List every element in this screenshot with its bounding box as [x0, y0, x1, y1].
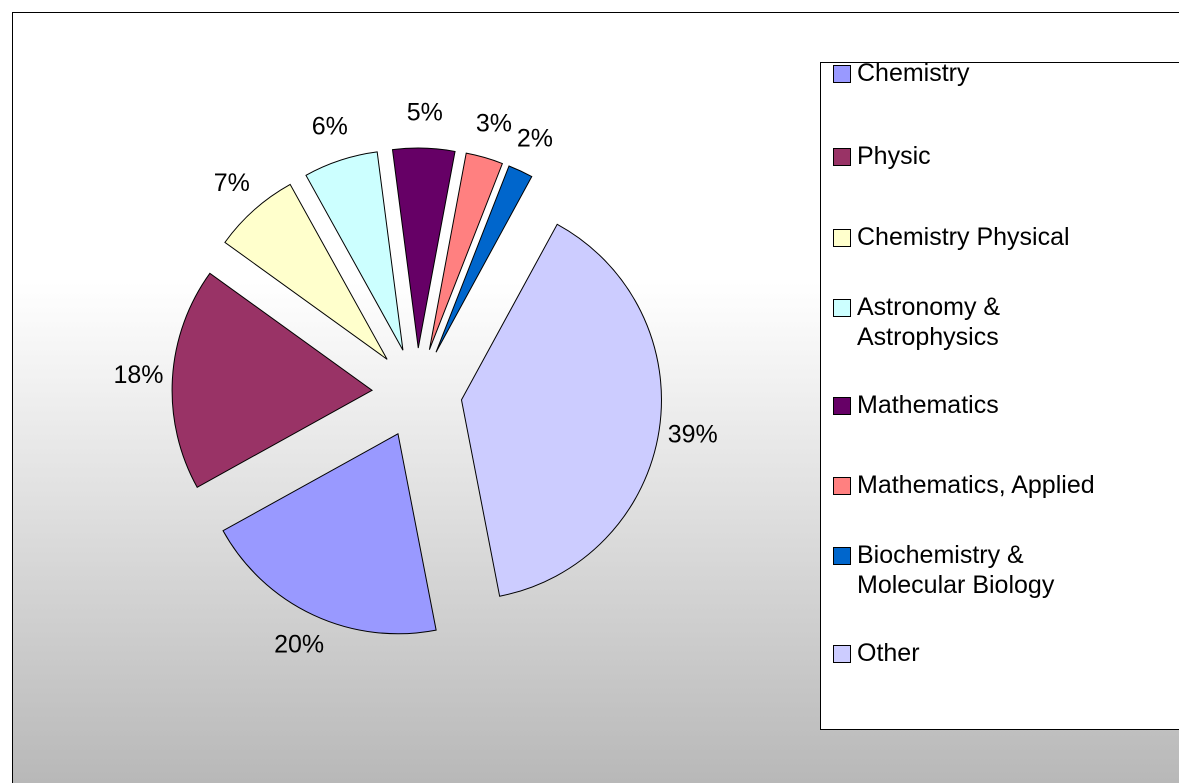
pie-chart: 20% 18% 7% 6% 5% 3%2% 39%: [113, 99, 718, 659]
legend-item: Astronomy & Astrophysics: [833, 292, 1137, 352]
legend-item: Mathematics: [833, 390, 999, 420]
data-label: 18%: [113, 361, 163, 389]
data-label: 20%: [274, 630, 324, 658]
pie-slice: [171, 272, 374, 488]
legend-item: Mathematics, Applied: [833, 470, 1095, 500]
legend-swatch: [833, 65, 851, 83]
pie-slice: [224, 183, 388, 360]
legend-label: Chemistry: [857, 59, 970, 87]
data-label: 5%: [407, 99, 443, 127]
legend-item: Physic: [833, 141, 931, 171]
legend-label: Astronomy & Astrophysics: [857, 293, 1001, 351]
data-label: 39%: [668, 420, 718, 448]
legend-swatch: [833, 148, 851, 166]
legend-item: Other: [833, 638, 920, 668]
legend-label: Mathematics: [857, 391, 999, 419]
data-label: 7%: [214, 169, 250, 197]
legend-label: Mathematics, Applied: [857, 471, 1095, 499]
legend-label: Other: [857, 639, 920, 667]
legend-item: Chemistry: [833, 58, 970, 88]
pie-slice: [222, 433, 437, 635]
legend-swatch: [833, 397, 851, 415]
legend-label: Biochemistry & Molecular Biology: [857, 541, 1055, 599]
pie-slice: [305, 151, 404, 351]
pie-slice: [435, 165, 533, 353]
legend-swatch: [833, 229, 851, 247]
data-label: 6%: [312, 113, 348, 141]
pie-slice: [460, 223, 662, 597]
legend: Chemistry Physic Chemistry Physical Astrono…: [820, 59, 1179, 730]
legend-swatch: [833, 645, 851, 663]
data-label: 2%: [517, 125, 553, 153]
legend-swatch: [833, 299, 851, 317]
legend-item: Biochemistry & Molecular Biology: [833, 540, 1137, 600]
legend-swatch: [833, 477, 851, 495]
data-label: 3%: [476, 109, 512, 137]
legend-item: Chemistry Physical: [833, 222, 1070, 252]
pie-slice: [391, 147, 456, 349]
pie-slice: [428, 152, 504, 350]
legend-label: Chemistry Physical: [857, 223, 1070, 251]
legend-label: Physic: [857, 142, 931, 170]
legend-swatch: [833, 547, 851, 565]
